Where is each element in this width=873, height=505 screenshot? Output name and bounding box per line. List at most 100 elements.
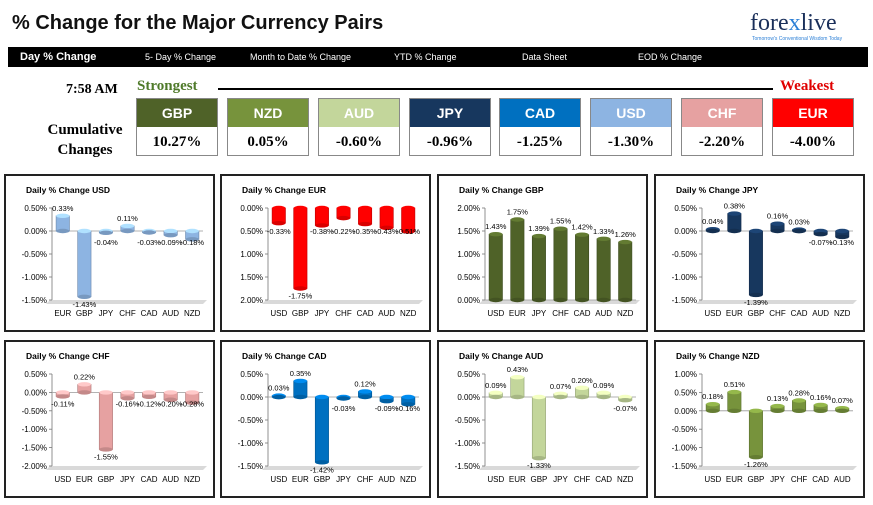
bar-top	[727, 211, 742, 216]
bar	[510, 217, 525, 303]
bar-top	[489, 390, 503, 396]
bar-bottom	[315, 223, 329, 228]
y-tick-label: -0.50%	[22, 407, 47, 416]
chart-aud: Daily % Change AUD 0.50% 0.00% -0.50% -1.00%…	[455, 351, 640, 484]
data-label: -1.26%	[744, 460, 768, 469]
chart-panel-jpy: Daily % Change JPY 0.50% 0.00% -0.50% -1.00%…	[654, 174, 865, 332]
data-label: -1.55%	[94, 452, 118, 461]
data-label: -1.39%	[744, 298, 768, 307]
category-label: JPY	[120, 475, 135, 484]
y-tick-label: -1.50%	[672, 462, 697, 471]
category-label: GBP	[97, 475, 114, 484]
currency-code: USD	[591, 99, 671, 127]
currency-cumulative-value: -0.96%	[426, 134, 474, 150]
currency-box-usd: USD -1.30%	[590, 98, 672, 156]
y-tick-label: 1.50%	[457, 227, 480, 236]
category-label: USD	[270, 309, 287, 318]
bar	[401, 394, 416, 407]
bar-top	[553, 226, 568, 231]
category-label: USD	[704, 309, 721, 318]
y-tick-label: 0.50%	[240, 370, 263, 379]
tab-day-change[interactable]: Day % Change	[20, 51, 97, 63]
bar-bottom	[553, 394, 568, 400]
data-label: 0.09%	[485, 381, 507, 390]
bar-bottom	[315, 460, 329, 465]
strength-arrow-line	[218, 88, 773, 90]
tab-5-day-change[interactable]: 5- Day % Change	[145, 52, 217, 62]
data-label: 1.43%	[485, 222, 507, 231]
category-label: JPY	[99, 309, 114, 318]
y-tick-label: -1.00%	[238, 439, 263, 448]
tab-month-to-date-change[interactable]: Month to Date % Change	[250, 52, 352, 62]
tab-ytd-change[interactable]: YTD % Change	[394, 52, 457, 62]
y-tick-label: -1.00%	[455, 439, 480, 448]
y-tick-label: -0.50%	[455, 416, 480, 425]
y-tick-label: -0.50%	[22, 250, 47, 259]
y-tick-label: 1.50%	[240, 273, 263, 282]
bar-top	[401, 394, 415, 400]
data-label: -0.09%	[159, 238, 183, 247]
forexlive-logo: forexlive	[750, 10, 837, 36]
bar-top	[336, 205, 351, 211]
bar-top	[77, 228, 92, 234]
bar	[77, 382, 92, 395]
bar-bottom	[56, 228, 70, 234]
category-label: JPY	[770, 475, 785, 484]
category-label: USD	[270, 475, 287, 484]
currency-box-gbp: GBP 10.27%	[136, 98, 218, 156]
bar-body	[379, 207, 394, 229]
bar-top	[163, 228, 178, 234]
chart-usd: Daily % Change USD 0.50% 0.00% -0.50% -1.00%…	[22, 185, 207, 318]
currency-code: NZD	[228, 99, 308, 127]
bar-top	[749, 408, 763, 413]
chart-floor	[262, 466, 423, 470]
data-label: 0.43%	[507, 365, 529, 374]
bar-top	[272, 205, 286, 211]
bar-top	[749, 228, 763, 234]
data-label: 0.07%	[550, 382, 572, 391]
data-label: 1.26%	[615, 230, 637, 239]
currency-code: EUR	[773, 99, 853, 127]
bar-body	[618, 241, 633, 301]
category-label: EUR	[509, 309, 526, 318]
category-label: CHF	[335, 309, 352, 318]
y-tick-label: 0.00%	[24, 388, 47, 397]
bar	[185, 390, 200, 405]
y-tick-label: -1.50%	[455, 462, 480, 471]
bar-bottom	[293, 286, 308, 291]
weakest-label: Weakest	[780, 78, 835, 94]
tab-data-sheet[interactable]: Data Sheet	[522, 52, 568, 62]
y-tick-label: 2.00%	[457, 204, 480, 213]
bar-top	[727, 389, 742, 395]
bar-bottom	[727, 228, 742, 234]
bar	[510, 375, 525, 400]
chart-floor	[696, 300, 857, 304]
bar-body	[98, 392, 113, 450]
category-label: CAD	[357, 309, 374, 318]
bar-top	[315, 205, 329, 211]
bar-bottom	[489, 297, 503, 303]
bar-body	[293, 207, 308, 289]
bar	[314, 205, 329, 228]
y-tick-label: -1.50%	[238, 462, 263, 471]
bar-top	[575, 232, 589, 237]
bar	[748, 408, 763, 460]
bar-top	[575, 385, 589, 390]
data-label: -0.28%	[180, 399, 204, 408]
chart-panel-nzd: Daily % Change NZD 1.00% 0.50% 0.00% -0.50% -…	[654, 340, 865, 498]
category-label: JPY	[553, 475, 568, 484]
bar-bottom	[56, 394, 70, 399]
tab-eod-change[interactable]: EOD % Change	[638, 52, 703, 62]
bar-body	[293, 380, 308, 398]
currency-box-eur: EUR -4.00%	[772, 98, 854, 156]
y-tick-label: 0.00%	[240, 204, 263, 213]
data-label: 0.33%	[52, 204, 74, 213]
bar	[401, 205, 416, 234]
bar-bottom	[835, 408, 849, 413]
bar-bottom	[596, 297, 611, 303]
bar-bottom	[401, 402, 415, 407]
category-label: USD	[704, 475, 721, 484]
y-tick-label: 0.50%	[674, 204, 697, 213]
bar-bottom	[618, 398, 632, 403]
bar-bottom	[185, 400, 199, 405]
